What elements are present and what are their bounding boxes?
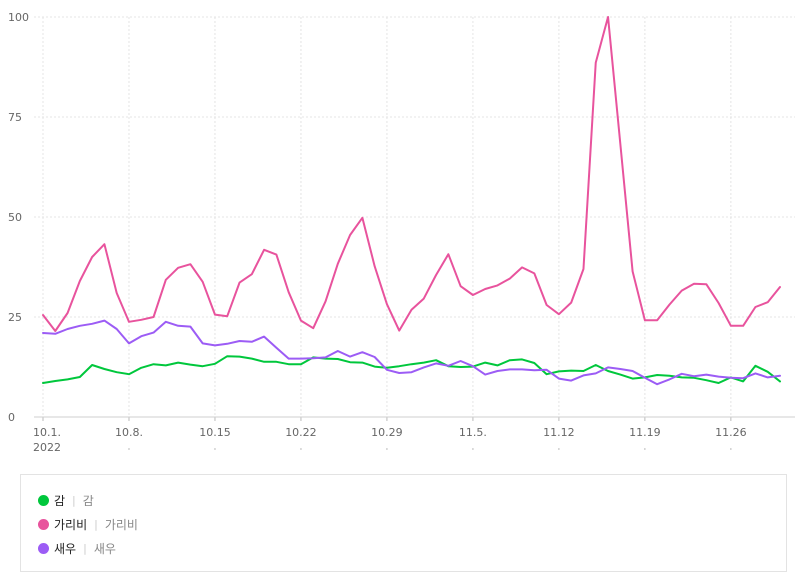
legend-sub-saeu: 새우 <box>93 541 116 556</box>
x-tick-label: 10.15 <box>199 426 231 439</box>
legend-dot-garibi <box>38 518 49 530</box>
x-tick-label: 10.1. <box>33 426 61 439</box>
legend-item-garibi[interactable]: 가리비 | 가리비 <box>38 516 138 532</box>
series-line-0[interactable] <box>42 355 781 384</box>
legend-item-saeu[interactable]: 새우 | 새우 <box>38 540 116 556</box>
legend-separator: | <box>94 517 98 531</box>
x-tick-year-label: 2022 <box>33 441 61 454</box>
legend-sub-gam: 감 <box>82 493 94 508</box>
legend-name-gam: 감 <box>54 493 66 508</box>
legend-name-saeu: 새우 <box>54 541 77 556</box>
series-line-2[interactable] <box>42 319 781 386</box>
x-tick-label: 10.22 <box>285 426 317 439</box>
y-tick-label: 75 <box>8 111 22 124</box>
x-tick-label: 10.8. <box>115 426 143 439</box>
line-chart: 0 25 50 75 100 10.1. 2022 10.8. 10.15 10.22 10.29 1… <box>8 11 795 454</box>
y-tick-label: 25 <box>8 311 22 324</box>
x-tick-label: 10.29 <box>371 426 403 439</box>
legend-sub-garibi: 가리비 <box>104 517 138 532</box>
x-tick-label: 11.12 <box>543 426 575 439</box>
series-lines <box>42 16 781 386</box>
series-line-1[interactable] <box>42 16 781 332</box>
grid-lines <box>34 16 795 417</box>
x-tick-label: 11.5. <box>459 426 487 439</box>
legend-name-garibi: 가리비 <box>54 517 88 532</box>
tick-labels: 0 25 50 75 100 10.1. 2022 10.8. 10.15 10.22 10.29 1… <box>8 11 747 454</box>
legend-dot-gam <box>38 494 49 506</box>
y-tick-label: 50 <box>8 211 22 224</box>
x-tick-label: 11.26 <box>715 426 747 439</box>
y-tick-label: 0 <box>8 411 15 424</box>
axes <box>34 416 795 450</box>
x-tick-label: 11.19 <box>629 426 661 439</box>
y-tick-label: 100 <box>8 11 29 24</box>
legend: 감 | 감 가리비 | 가리비 새우 | 새우 <box>20 474 787 572</box>
legend-separator: | <box>83 541 87 555</box>
legend-separator: | <box>72 493 76 507</box>
legend-item-gam[interactable]: 감 | 감 <box>38 492 94 508</box>
legend-dot-saeu <box>38 542 49 554</box>
